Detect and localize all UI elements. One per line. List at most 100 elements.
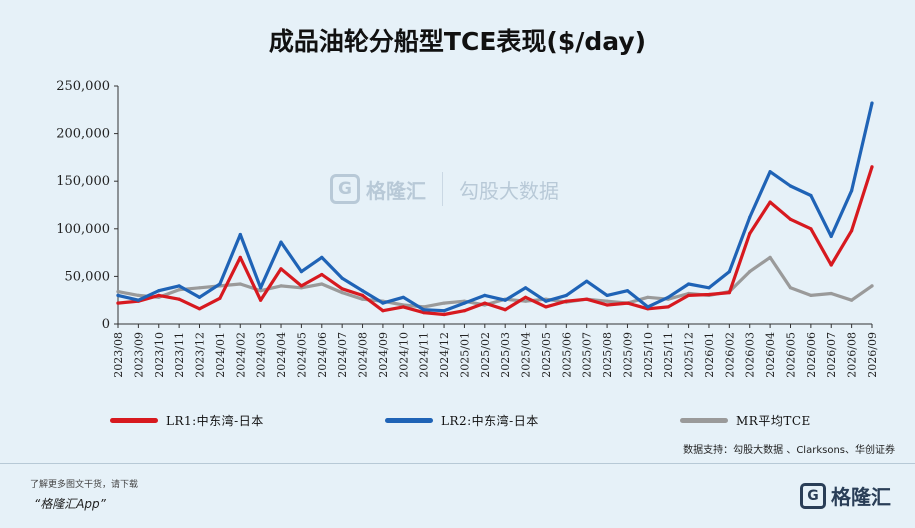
series-point-lr1 <box>401 305 405 309</box>
series-point-lr2 <box>829 234 833 238</box>
legend-item-lr2: LR2:中东湾-日本 <box>385 412 539 429</box>
series-point-lr1 <box>666 305 670 309</box>
watermark-divider <box>442 172 443 206</box>
series-point-lr2 <box>462 301 466 305</box>
series-point-lr2 <box>259 286 263 290</box>
series-point-lr2 <box>299 270 303 274</box>
series-line-lr1 <box>116 165 874 317</box>
series-point-lr2 <box>483 293 487 297</box>
series-point-lr1 <box>829 263 833 267</box>
x-tick-label: 2025/08 <box>601 332 614 378</box>
series-point-lr1 <box>299 284 303 288</box>
series-point-lr2 <box>748 215 752 219</box>
series-point-lr1 <box>483 301 487 305</box>
series-point-mr <box>177 288 181 292</box>
series-point-lr2 <box>116 293 120 297</box>
series-point-mr <box>360 297 365 301</box>
series-line-mr <box>116 255 874 309</box>
series-point-lr1 <box>177 297 181 301</box>
series-point-lr2 <box>157 289 161 293</box>
series-point-lr1 <box>238 255 242 259</box>
series-point-lr2 <box>727 270 732 274</box>
series-point-mr <box>320 282 324 286</box>
x-tick-label: 2024/09 <box>377 332 390 378</box>
series-point-lr1 <box>340 287 344 291</box>
series-point-lr1 <box>850 229 854 233</box>
series-point-lr2 <box>422 308 426 312</box>
x-tick-label: 2025/12 <box>683 332 696 378</box>
legend-item-mr: MR平均TCE <box>680 412 811 429</box>
series-point-lr1 <box>687 293 691 297</box>
x-tick-label: 2024/12 <box>438 332 451 378</box>
series-point-lr2 <box>136 298 140 302</box>
series-point-lr2 <box>646 305 650 309</box>
series-point-lr1 <box>748 232 752 236</box>
x-tick-label: 2025/09 <box>621 332 634 378</box>
series-point-mr <box>340 291 344 295</box>
series-point-lr2 <box>381 301 385 305</box>
series-point-lr2 <box>340 276 344 280</box>
footer-logo: G 格隆汇 <box>800 481 891 510</box>
footer-divider <box>0 463 915 464</box>
series-point-lr1 <box>381 309 385 313</box>
series-point-lr1 <box>870 165 874 169</box>
chart-canvas: 0 50,000 100,000 150,000 200,000 250,000 2023/… <box>56 79 879 378</box>
x-tick-label: 2025/03 <box>499 332 512 378</box>
series-point-lr1 <box>727 291 732 295</box>
series-point-lr2 <box>666 295 670 299</box>
x-tick-label: 2023/08 <box>112 332 125 378</box>
series-point-lr1 <box>809 227 813 231</box>
x-tick-label: 2026/05 <box>784 332 797 378</box>
x-tick-label: 2025/05 <box>540 332 553 378</box>
series-point-lr1 <box>707 292 711 297</box>
x-tick-label: 2024/06 <box>316 332 329 378</box>
x-tick-label: 2023/10 <box>153 332 166 378</box>
series-point-mr <box>605 299 609 303</box>
series-point-lr2 <box>360 289 365 293</box>
series-point-lr2 <box>625 289 630 293</box>
x-tick-label: 2024/03 <box>255 332 268 378</box>
x-tick-label: 2024/01 <box>214 332 227 378</box>
series-point-lr1 <box>544 305 548 309</box>
x-tick-label: 2026/02 <box>723 332 736 378</box>
watermark-brand: 格隆汇 <box>366 178 426 203</box>
legend-label-lr2: LR2:中东湾-日本 <box>441 414 539 428</box>
series-point-mr <box>646 295 650 299</box>
series-point-mr <box>768 255 772 259</box>
series-point-mr <box>524 299 528 303</box>
series-point-mr <box>279 284 283 288</box>
x-tick-label: 2026/07 <box>825 332 838 378</box>
series-point-lr2 <box>850 189 854 193</box>
x-tick-label: 2024/07 <box>336 332 349 378</box>
x-tick-label: 2026/03 <box>744 332 757 378</box>
series-point-lr2 <box>503 298 507 302</box>
series-point-lr1 <box>605 303 609 307</box>
series-point-lr1 <box>462 309 466 313</box>
x-tick-label: 2025/11 <box>662 332 675 378</box>
x-tick-label: 2023/09 <box>132 332 145 378</box>
source-note: 数据支持：勾股大数据 、Clarksons、华创证券 <box>683 445 895 456</box>
x-tick-label: 2024/10 <box>397 332 410 378</box>
series-point-mr <box>850 298 854 302</box>
watermark-logo-icon: G <box>330 174 360 204</box>
series-point-lr2 <box>687 282 691 286</box>
series-point-mr <box>238 282 242 286</box>
x-tick-label: 2025/04 <box>520 332 533 378</box>
brand-logo-icon: G <box>800 482 826 509</box>
footer-app-name[interactable]: “格隆汇App” <box>34 497 106 511</box>
series-point-lr1 <box>157 293 161 297</box>
series-point-lr1 <box>360 293 365 297</box>
series-point-lr1 <box>585 297 589 301</box>
legend-item-lr1: LR1:中东湾-日本 <box>110 412 264 429</box>
x-tick-label: 2026/08 <box>846 332 859 378</box>
series-point-lr2 <box>605 293 609 297</box>
legend-label-mr: MR平均TCE <box>736 414 811 428</box>
x-tick-label: 2025/10 <box>642 332 655 378</box>
series-point-lr1 <box>422 311 426 315</box>
series-point-lr1 <box>320 272 324 277</box>
footer-download-note: 了解更多图文干货，请下载 <box>30 480 139 490</box>
x-tick-label: 2024/05 <box>295 332 308 378</box>
x-tick-label: 2025/01 <box>458 332 471 378</box>
series-point-lr1 <box>788 217 793 221</box>
series-point-lr2 <box>197 295 202 299</box>
